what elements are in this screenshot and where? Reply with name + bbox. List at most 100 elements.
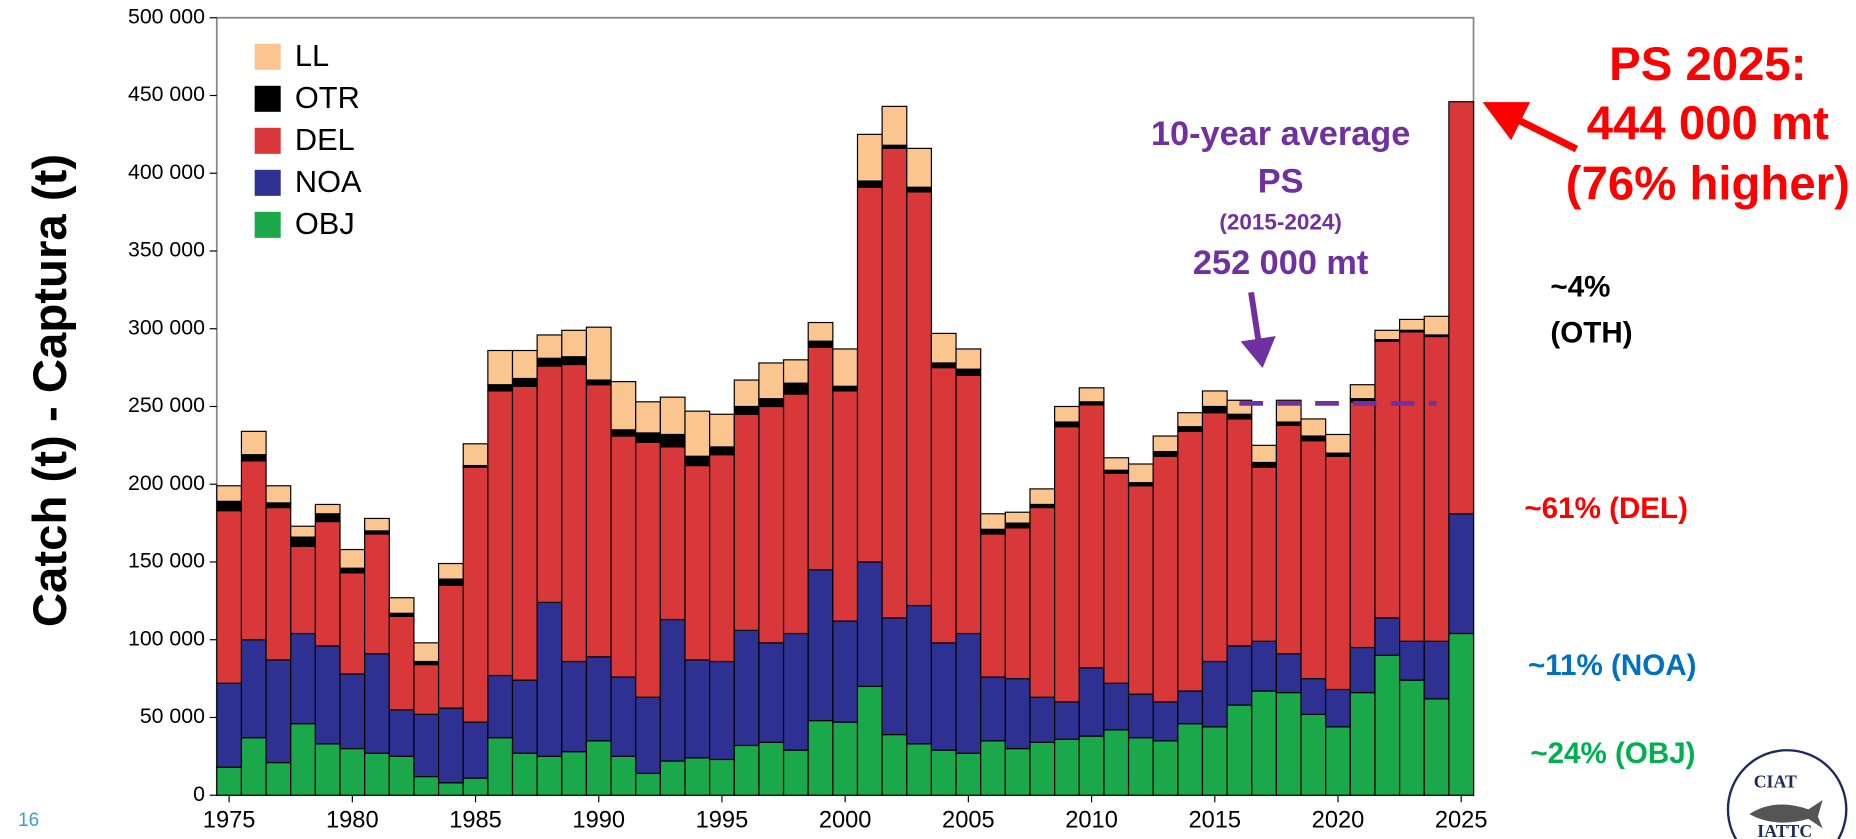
bar-segment xyxy=(1374,617,1401,656)
bar-segment xyxy=(216,682,243,768)
bar-segment xyxy=(364,517,390,532)
bar-segment xyxy=(216,485,243,502)
bar-segment xyxy=(585,379,612,386)
bar-segment xyxy=(1300,713,1327,796)
bar-segment xyxy=(1226,704,1253,796)
bar-segment xyxy=(856,685,883,796)
bar-segment xyxy=(561,363,588,663)
bar-segment xyxy=(1201,660,1228,728)
bar-segment xyxy=(290,536,316,548)
bar-segment xyxy=(930,332,957,364)
bar-segment xyxy=(1054,421,1080,428)
bar-segment xyxy=(1300,440,1327,680)
x-tick-label: 2005 xyxy=(942,807,995,833)
bar-segment xyxy=(782,632,809,751)
bar-segment xyxy=(1004,678,1031,750)
arrow xyxy=(1482,102,1579,153)
bar-segment xyxy=(290,723,316,796)
bar-segment xyxy=(930,367,957,644)
bar-segment xyxy=(1448,632,1475,796)
logo-text: CIAT xyxy=(1754,771,1797,791)
bar-segment xyxy=(536,357,563,367)
legend-swatch xyxy=(254,43,281,70)
bar-segment xyxy=(856,133,883,182)
bar-segment xyxy=(1127,693,1154,739)
y-tick-label: 200 000 xyxy=(128,471,205,495)
y-tick-label: 350 000 xyxy=(128,238,205,262)
bar-segment xyxy=(1300,418,1327,437)
y-tick-label: 450 000 xyxy=(128,82,205,106)
bar-segment xyxy=(881,147,908,619)
bar-segment xyxy=(856,186,883,563)
bar-segment xyxy=(1152,455,1179,703)
annotation: PS xyxy=(1258,162,1304,200)
x-tick-label: 2020 xyxy=(1312,807,1365,833)
bar-segment xyxy=(1251,640,1277,692)
bar-segment xyxy=(881,733,908,796)
bar-segment xyxy=(1004,527,1031,680)
bar-segment xyxy=(1029,696,1056,743)
bar-segment xyxy=(758,741,785,796)
bar-segment xyxy=(437,584,464,709)
annotation: 10-year average xyxy=(1151,115,1410,153)
bar-segment xyxy=(610,435,637,678)
bar-segment xyxy=(930,642,957,751)
bar-segment xyxy=(1103,682,1130,731)
bar-segment xyxy=(659,760,686,796)
bar-segment xyxy=(314,513,341,523)
bar-segment xyxy=(881,617,908,736)
bar-segment xyxy=(1226,418,1253,647)
x-tick-label: 2025 xyxy=(1435,807,1488,833)
x-tick-label: 1980 xyxy=(326,807,379,833)
bar-segment xyxy=(709,454,735,663)
bar-segment xyxy=(906,191,933,607)
bar-segment xyxy=(561,660,588,753)
x-tick-label: 2015 xyxy=(1188,807,1241,833)
bar-segment xyxy=(610,755,637,796)
x-tick-label: 2000 xyxy=(819,807,872,833)
bar-segment xyxy=(659,396,686,436)
bar-segment xyxy=(1201,390,1228,408)
bar-segment xyxy=(388,597,415,614)
annotation: 252 000 mt xyxy=(1193,244,1368,282)
bar-segment xyxy=(216,510,243,684)
bar-segment xyxy=(684,410,711,457)
legend-swatch xyxy=(254,85,281,112)
bar-segment xyxy=(758,642,785,743)
bar-segment xyxy=(1423,335,1450,642)
bar-segment xyxy=(782,382,809,395)
logo-fish xyxy=(1749,799,1823,829)
bar-segment xyxy=(856,561,883,687)
bar-segment xyxy=(265,485,292,504)
bar-segment xyxy=(413,642,440,663)
bar-segment xyxy=(413,664,440,715)
bar-segment xyxy=(216,766,243,796)
bar-segment xyxy=(314,743,341,796)
bar-segment xyxy=(1127,463,1154,484)
bar-segment xyxy=(1399,318,1425,331)
bar-segment xyxy=(1054,405,1080,423)
bar-segment xyxy=(487,384,514,392)
bar-segment xyxy=(733,405,760,415)
bar-segment xyxy=(240,460,267,641)
bar-segment xyxy=(1349,384,1376,400)
bar-segment xyxy=(684,659,711,759)
y-tick-label: 50 000 xyxy=(140,704,205,728)
bar-segment xyxy=(536,755,563,796)
bar-segment xyxy=(980,533,1006,678)
bar-segment xyxy=(290,545,316,635)
bar-segment xyxy=(1177,412,1204,428)
bar-segment xyxy=(1325,688,1351,728)
bar-segment xyxy=(1275,653,1302,694)
bar-segment xyxy=(1374,654,1401,796)
bar-segment xyxy=(1251,461,1277,468)
bar-segment xyxy=(782,749,809,796)
bar-segment xyxy=(930,749,957,796)
bar-segment xyxy=(610,381,637,431)
x-tick-label: 1975 xyxy=(203,807,256,833)
bar-segment xyxy=(659,446,686,621)
bar-segment xyxy=(290,632,316,725)
bar-segment xyxy=(807,321,834,342)
bar-segment xyxy=(339,548,366,569)
legend-label: OBJ xyxy=(295,206,355,241)
